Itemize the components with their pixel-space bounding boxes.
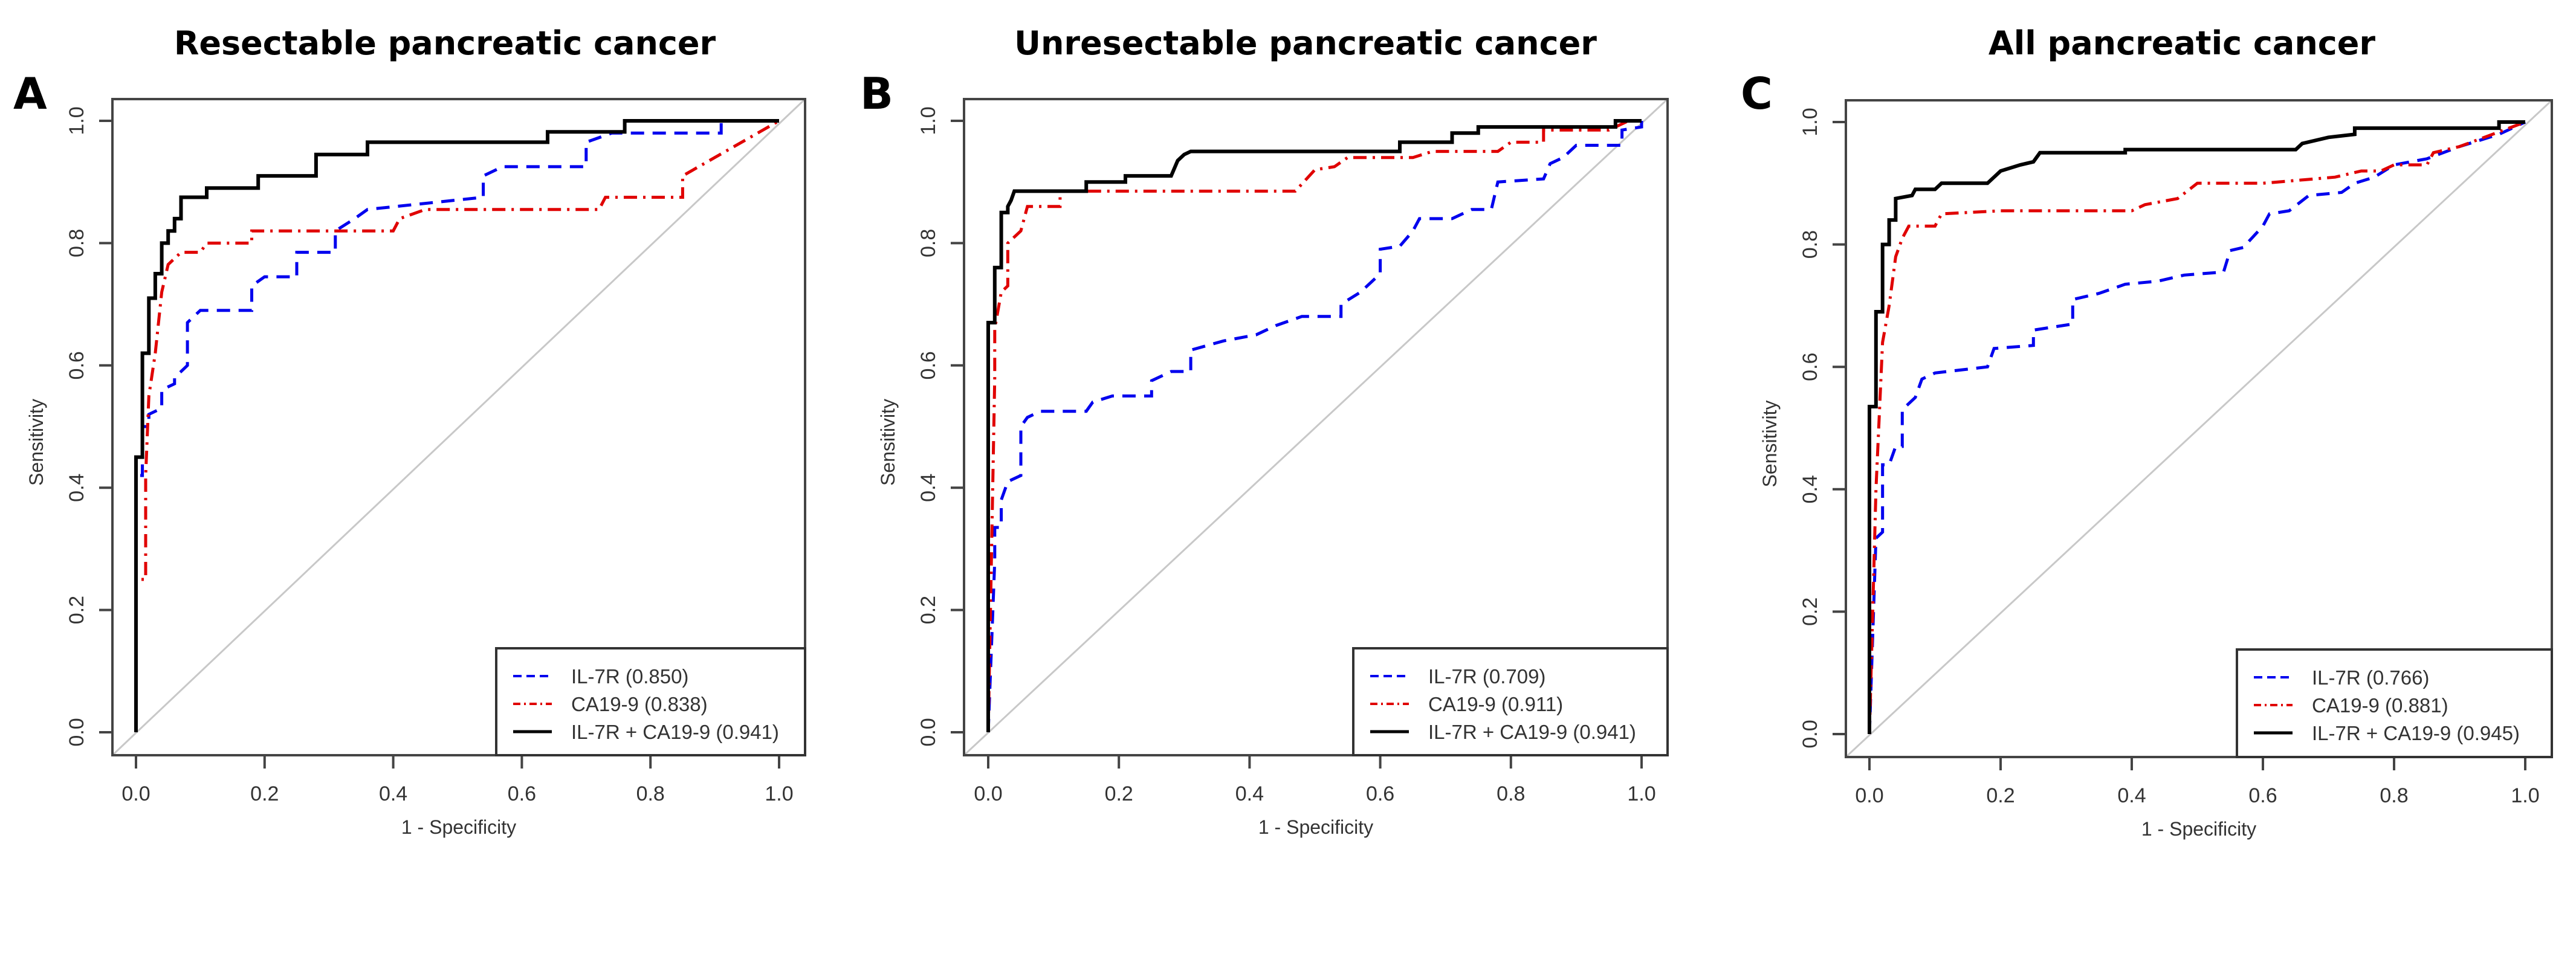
x-tick-label: 0.0 bbox=[121, 782, 150, 805]
x-tick-label: 0.8 bbox=[2380, 784, 2408, 807]
legend-box bbox=[1352, 647, 1669, 756]
y-tick-label: 0.8 bbox=[1799, 230, 1822, 259]
y-tick-label: 0.2 bbox=[917, 596, 940, 624]
series-line-ca19-9 bbox=[134, 119, 780, 732]
legend-entry: IL-7R (0.766) bbox=[2312, 666, 2429, 689]
legend-box bbox=[2236, 648, 2553, 758]
legend: IL-7R (0.850) CA19-9 (0.838) IL-7R + CA19-… bbox=[495, 647, 806, 756]
chart-panel-c: All pancreatic cancer C 0.0 0.2 0.4 0.6 0.8 1.0… bbox=[1741, 24, 2553, 840]
y-tick-label: 0.4 bbox=[917, 474, 940, 502]
chart-title: Unresectable pancreatic cancer bbox=[1014, 24, 1597, 62]
chart-title: Resectable pancreatic cancer bbox=[174, 24, 716, 62]
y-tick-label: 1.0 bbox=[65, 106, 88, 135]
y-tick-label: 0.2 bbox=[1799, 598, 1822, 626]
series-line-combined bbox=[1868, 120, 2525, 734]
y-tick-label: 0.6 bbox=[65, 351, 88, 379]
x-tick-label: 0.4 bbox=[379, 782, 407, 805]
x-tick-label: 0.2 bbox=[1105, 782, 1133, 805]
x-tick-label: 0.6 bbox=[1366, 782, 1394, 805]
y-tick-label: 1.0 bbox=[1799, 108, 1822, 136]
x-axis-label: 1 - Specificity bbox=[2141, 818, 2256, 840]
y-tick-label: 0.2 bbox=[65, 596, 88, 624]
series-line-ca19-9 bbox=[986, 119, 1642, 733]
legend-entry: IL-7R (0.850) bbox=[571, 665, 688, 688]
series-line-combined bbox=[986, 119, 1642, 732]
x-axis-label: 1 - Specificity bbox=[1258, 816, 1373, 838]
x-tick-label: 0.4 bbox=[2117, 784, 2146, 807]
y-tick-label: 0.0 bbox=[1799, 720, 1822, 748]
legend: IL-7R (0.766) CA19-9 (0.881) IL-7R + CA19-… bbox=[2236, 648, 2553, 758]
y-tick-label: 0.4 bbox=[1799, 475, 1822, 503]
panel-letter: C bbox=[1741, 68, 1773, 119]
y-tick-label: 0.6 bbox=[917, 351, 940, 379]
y-tick-label: 0.6 bbox=[1799, 353, 1822, 381]
y-tick-label: 0.0 bbox=[65, 718, 88, 746]
x-tick-label: 0.8 bbox=[636, 782, 665, 805]
x-tick-label: 1.0 bbox=[765, 782, 793, 805]
chart-panel-a: Resectable pancreatic cancer A 0.0 0.2 0.4 0.… bbox=[13, 24, 806, 838]
legend-box bbox=[495, 647, 806, 756]
series-line-ca19-9 bbox=[1868, 120, 2526, 735]
legend: IL-7R (0.709) CA19-9 (0.911) IL-7R + CA19-… bbox=[1352, 647, 1669, 756]
y-tick-label: 0.0 bbox=[917, 718, 940, 746]
y-axis-label: Sensitivity bbox=[1759, 400, 1781, 487]
series-line-combined bbox=[134, 119, 779, 732]
y-tick-label: 0.8 bbox=[917, 229, 940, 257]
legend-entry: IL-7R + CA19-9 (0.941) bbox=[571, 721, 779, 743]
x-tick-label: 0.0 bbox=[1855, 784, 1883, 807]
reference-diagonal bbox=[963, 98, 1669, 756]
legend-entry: IL-7R + CA19-9 (0.941) bbox=[1428, 721, 1636, 743]
series-line-il7r bbox=[134, 119, 779, 732]
reference-diagonal bbox=[1845, 99, 2553, 758]
y-tick-label: 0.8 bbox=[65, 229, 88, 257]
x-tick-label: 0.0 bbox=[974, 782, 1002, 805]
x-tick-label: 0.6 bbox=[508, 782, 536, 805]
x-tick-label: 0.8 bbox=[1497, 782, 1525, 805]
reference-diagonal bbox=[111, 98, 806, 756]
y-tick-label: 1.0 bbox=[917, 106, 940, 135]
x-tick-label: 1.0 bbox=[2511, 784, 2539, 807]
panel-letter: B bbox=[860, 68, 893, 119]
series-line-il7r bbox=[986, 121, 1643, 733]
y-axis-label: Sensitivity bbox=[25, 399, 47, 486]
x-axis-label: 1 - Specificity bbox=[401, 816, 516, 838]
legend-entry: CA19-9 (0.881) bbox=[2312, 694, 2448, 717]
x-tick-label: 0.2 bbox=[1986, 784, 2015, 807]
legend-entry: CA19-9 (0.838) bbox=[571, 693, 708, 715]
y-tick-label: 0.4 bbox=[65, 474, 88, 502]
x-tick-label: 0.2 bbox=[250, 782, 279, 805]
chart-panel-b: Unresectable pancreatic cancer B 0.0 0.2 0.4… bbox=[860, 24, 1669, 838]
legend-entry: IL-7R + CA19-9 (0.945) bbox=[2312, 722, 2520, 744]
chart-title: All pancreatic cancer bbox=[1989, 24, 2376, 62]
x-tick-label: 0.4 bbox=[1235, 782, 1264, 805]
x-tick-label: 1.0 bbox=[1627, 782, 1655, 805]
panel-letter: A bbox=[13, 68, 47, 119]
x-tick-label: 0.6 bbox=[2248, 784, 2277, 807]
series-line-il7r bbox=[1868, 120, 2526, 735]
legend-entry: IL-7R (0.709) bbox=[1428, 665, 1545, 688]
y-axis-label: Sensitivity bbox=[877, 399, 899, 486]
legend-entry: CA19-9 (0.911) bbox=[1428, 693, 1563, 715]
